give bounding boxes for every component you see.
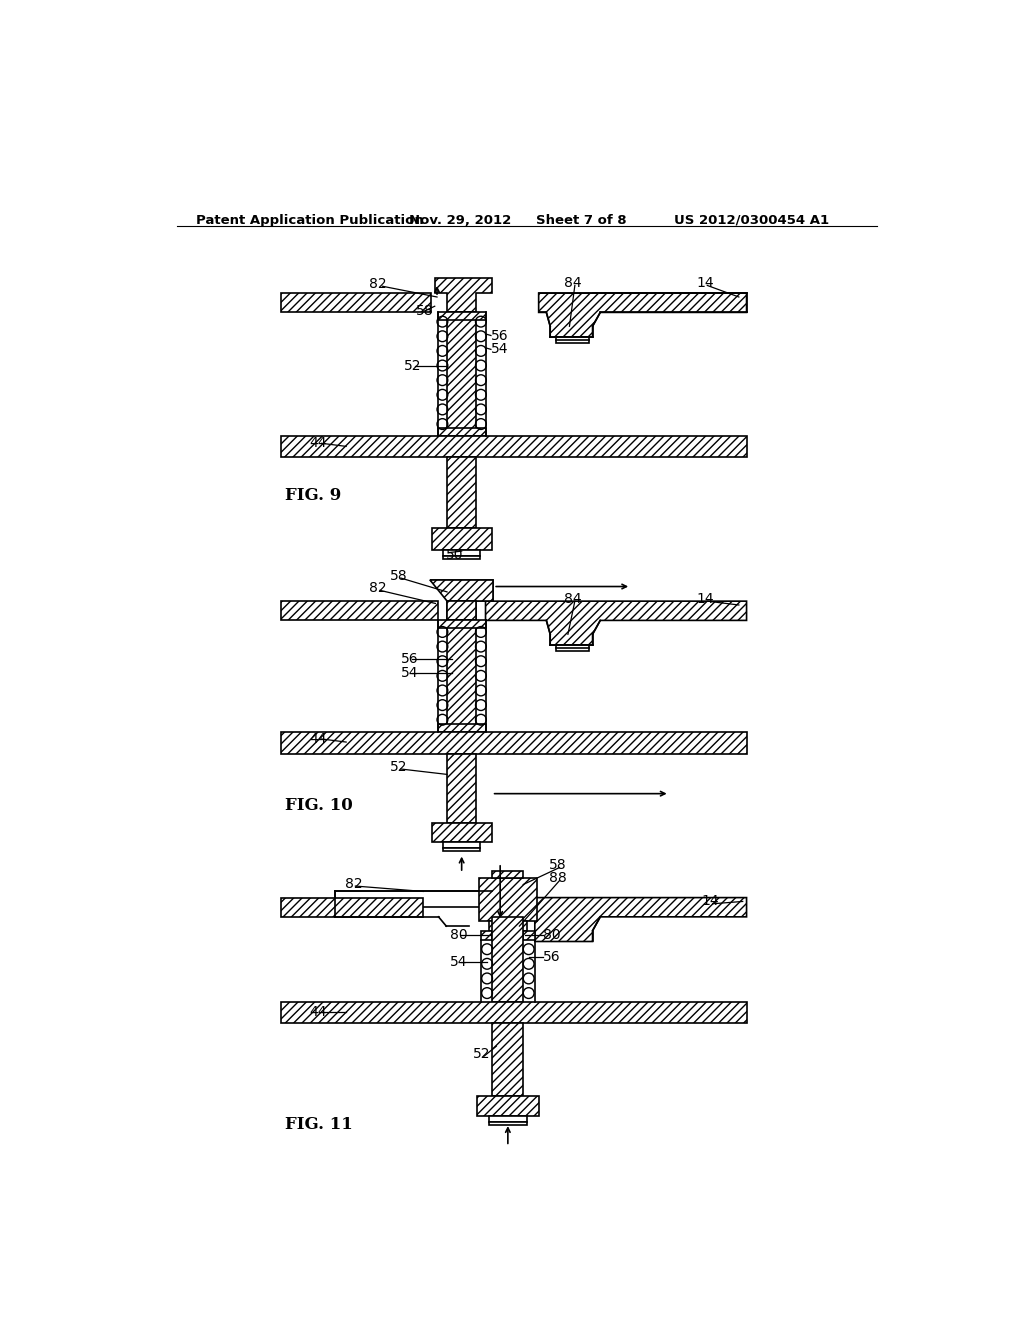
Text: 84: 84: [564, 276, 582, 290]
Bar: [335, 891, 488, 907]
Polygon shape: [493, 917, 523, 1002]
Text: 44: 44: [309, 437, 327, 450]
Bar: [438, 428, 485, 436]
Bar: [438, 313, 485, 321]
Polygon shape: [432, 822, 492, 842]
Bar: [488, 1122, 527, 1125]
Text: 54: 54: [451, 954, 468, 969]
Text: 88: 88: [549, 871, 566, 886]
Polygon shape: [523, 898, 746, 941]
Polygon shape: [281, 293, 431, 313]
Bar: [443, 549, 480, 556]
Text: 52: 52: [390, 760, 408, 774]
Polygon shape: [485, 601, 746, 645]
Bar: [443, 842, 480, 849]
Text: 56: 56: [544, 950, 561, 964]
Bar: [443, 849, 480, 851]
Text: 44: 44: [309, 733, 327, 746]
Text: Nov. 29, 2012: Nov. 29, 2012: [410, 214, 512, 227]
Text: 80: 80: [451, 928, 468, 942]
Polygon shape: [430, 581, 494, 601]
Bar: [443, 556, 480, 558]
Text: Sheet 7 of 8: Sheet 7 of 8: [537, 214, 627, 227]
Bar: [438, 620, 485, 628]
Polygon shape: [281, 898, 423, 917]
Text: FIG. 10: FIG. 10: [285, 797, 352, 813]
Text: 52: 52: [403, 359, 422, 374]
Polygon shape: [281, 601, 438, 620]
Bar: [488, 1115, 527, 1122]
Text: 82: 82: [345, 876, 362, 891]
Text: 14: 14: [696, 591, 714, 606]
Text: 82: 82: [370, 581, 387, 595]
Text: US 2012/0300454 A1: US 2012/0300454 A1: [674, 214, 829, 227]
Text: 56: 56: [400, 652, 419, 665]
Text: 52: 52: [473, 1047, 490, 1061]
Polygon shape: [447, 313, 476, 436]
Text: Patent Application Publication: Patent Application Publication: [196, 214, 424, 227]
Polygon shape: [539, 293, 746, 337]
Text: 80: 80: [544, 928, 561, 942]
Polygon shape: [447, 620, 476, 733]
Text: 82: 82: [370, 277, 387, 290]
Text: 54: 54: [490, 342, 509, 356]
Polygon shape: [435, 277, 493, 313]
Bar: [438, 725, 485, 733]
Polygon shape: [281, 436, 746, 457]
Polygon shape: [447, 601, 476, 620]
Polygon shape: [488, 921, 527, 931]
Text: 58: 58: [416, 304, 433, 318]
Text: 56: 56: [490, 329, 509, 342]
Text: 14: 14: [696, 276, 714, 290]
Text: 44: 44: [309, 1006, 327, 1019]
Polygon shape: [281, 1002, 746, 1023]
Polygon shape: [493, 871, 523, 878]
Polygon shape: [447, 754, 476, 822]
Polygon shape: [477, 1096, 539, 1115]
Bar: [556, 645, 589, 651]
Text: 14: 14: [701, 895, 720, 908]
Text: 84: 84: [564, 591, 582, 606]
Polygon shape: [447, 457, 476, 528]
Polygon shape: [481, 931, 493, 940]
Text: 50: 50: [446, 548, 464, 562]
Bar: [556, 337, 589, 343]
Text: 58: 58: [549, 858, 566, 873]
Polygon shape: [493, 1023, 523, 1096]
Polygon shape: [281, 733, 746, 754]
Polygon shape: [432, 528, 492, 549]
Text: 54: 54: [400, 665, 419, 680]
Polygon shape: [593, 293, 746, 313]
Polygon shape: [478, 878, 538, 921]
Text: FIG. 11: FIG. 11: [285, 1117, 352, 1134]
Text: FIG. 9: FIG. 9: [285, 487, 341, 504]
Polygon shape: [430, 581, 494, 620]
Text: 58: 58: [390, 569, 408, 582]
Polygon shape: [523, 931, 535, 940]
